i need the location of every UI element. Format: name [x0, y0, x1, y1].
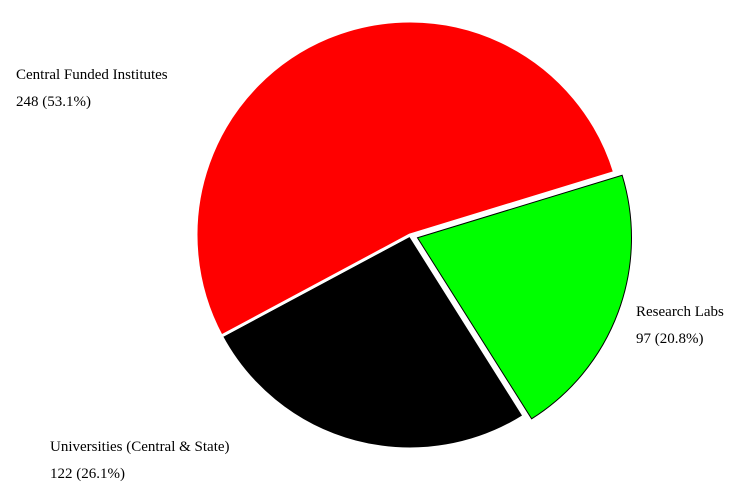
pie-slice-universities — [219, 233, 527, 451]
slice-label-research-labs: Research Labs — [636, 304, 724, 320]
slice-label-central-funded-institutes: Central Funded Institutes — [16, 67, 168, 83]
pie-labels: Research Labs 97 (20.8%) Universities (C… — [16, 67, 724, 482]
pie-slice-central-funded-institutes — [194, 19, 617, 339]
slice-value-universities: 122 (26.1%) — [50, 466, 125, 482]
pie-slice-research-labs — [416, 174, 632, 420]
slice-label-universities: Universities (Central & State) — [50, 439, 230, 455]
pie-slices — [194, 19, 632, 451]
slice-value-central-funded-institutes: 248 (53.1%) — [16, 94, 91, 110]
slice-value-research-labs: 97 (20.8%) — [636, 331, 704, 347]
